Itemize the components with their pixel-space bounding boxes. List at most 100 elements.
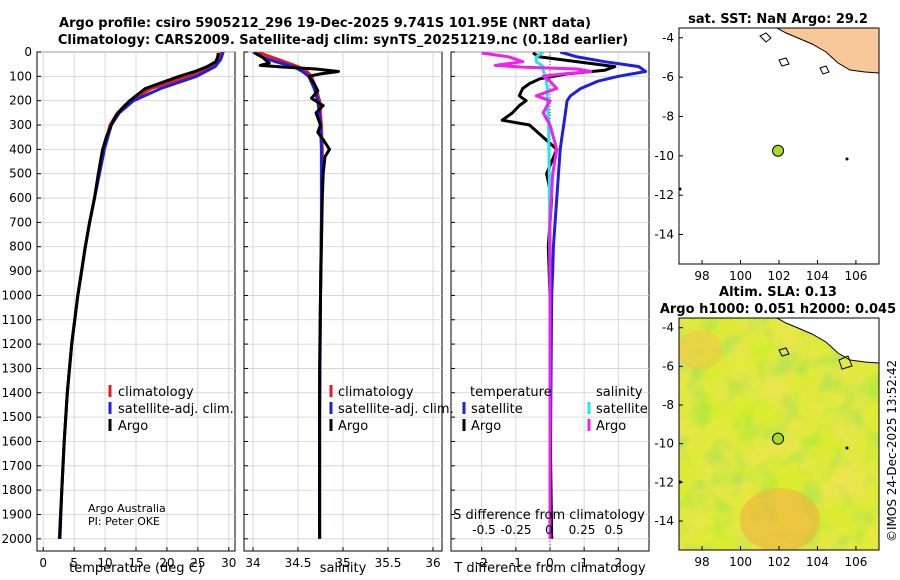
depth-tick-label: 900	[9, 264, 32, 278]
series-s-satellite	[534, 52, 552, 539]
x-tick-label: 30	[221, 556, 236, 570]
secondary-tick-label: -0.5	[472, 523, 495, 537]
land-islet	[845, 157, 849, 161]
sla-hotspot	[740, 488, 820, 550]
profile-series	[57, 52, 648, 551]
depth-tick-label: 400	[9, 142, 32, 156]
sst-map-ticks: 98 100 102 104 106 -4 -6 -8 -10 -12 -14	[654, 31, 867, 283]
depth-tick-label: 1000	[1, 288, 32, 302]
map-x-tick-label: 104	[806, 269, 829, 283]
depth-tick-label: 1900	[1, 507, 32, 521]
imos-credit: ©IMOS 24-Dec-2025 13:52:42	[885, 360, 899, 542]
x-tick-label: 35	[335, 556, 350, 570]
map-y-tick-label: -14	[654, 514, 674, 528]
map-y-tick-label: -12	[654, 188, 674, 202]
legend-title-temperature: temperature	[470, 385, 552, 400]
map-y-tick-label: -14	[654, 228, 674, 242]
secondary-tick-label: 0	[545, 523, 553, 537]
depth-tick-label: 1500	[1, 410, 32, 424]
x-tick-label: -2	[476, 556, 488, 570]
x-tick-label: 35.5	[375, 556, 402, 570]
difference-xlabel: T difference from climatology	[453, 561, 646, 576]
sst-map	[678, 27, 880, 265]
land-island	[759, 32, 772, 43]
land-island	[838, 355, 853, 370]
depth-tick-label: 800	[9, 240, 32, 254]
map-y-tick-label: -8	[662, 398, 674, 412]
x-tick-labels: 0 5 10 15 20 25 30 34 34.5 35 35.5 36 -2 -1 0 1 2	[39, 556, 622, 570]
legend-label: satellite	[596, 402, 648, 417]
salinity-profile-lines	[252, 52, 340, 539]
legend-label: satellite-adj. clim.	[118, 402, 234, 417]
map-y-tick-label: -6	[662, 359, 674, 373]
map-y-tick-label: -12	[654, 475, 674, 489]
pi-label: PI: Peter OKE	[88, 515, 160, 528]
depth-tick-label: 1700	[1, 459, 32, 473]
series-argo	[254, 52, 340, 539]
land-island	[819, 65, 830, 75]
legend-title-salinity: salinity	[596, 385, 643, 400]
argo-australia-label: Argo Australia	[88, 502, 166, 515]
map-x-tick-label: 102	[768, 269, 791, 283]
sla-map-title-line2: Argo h1000: 0.051 h2000: 0.045	[660, 302, 896, 317]
x-tick-label: 10	[97, 556, 112, 570]
difference-secondary-xlabel: S difference from climatology	[453, 508, 645, 523]
map-x-tick-label: 106	[844, 269, 867, 283]
sla-map-ticks: 98 100 102 104 106 -4 -6 -8 -10 -12 -14	[654, 321, 867, 569]
sla-hotspot	[679, 330, 722, 370]
map-y-tick-label: -10	[654, 149, 674, 163]
legend-label: Argo	[471, 419, 501, 434]
temperature-profile-lines	[57, 52, 225, 539]
temperature-legend: climatology satellite-adj. clim. Argo	[108, 385, 234, 434]
depth-tick-labels: 0 100 200 300 400 500 600 700 800 900 1000 1100 1200…	[1, 45, 32, 546]
map-x-tick-label: 100	[729, 269, 752, 283]
map-x-tick-label: 98	[694, 269, 709, 283]
depth-tick-label: 1800	[1, 483, 32, 497]
map-y-tick-label: -8	[662, 110, 674, 124]
argo-float-marker	[772, 144, 785, 157]
depth-tick-label: 300	[9, 118, 32, 132]
depth-tick-label: 1200	[1, 337, 32, 351]
secondary-tick-labels: -0.5 -0.25 0 0.25 0.5	[472, 523, 623, 537]
x-tick-label: 20	[159, 556, 174, 570]
x-tick-label: -1	[510, 556, 522, 570]
map-x-tick-label: 100	[729, 555, 752, 569]
depth-tick-label: 700	[9, 215, 32, 229]
temperature-xlabel: temperature (deg C)	[69, 561, 203, 576]
map-y-tick-label: -4	[662, 321, 674, 335]
legend-label: Argo	[596, 419, 626, 434]
series-s-argo	[481, 52, 593, 539]
difference-profile-lines	[481, 52, 648, 551]
depth-tick-label: 600	[9, 191, 32, 205]
legend-label: climatology	[118, 385, 194, 400]
land-island	[778, 347, 790, 357]
depth-tick-label: 1400	[1, 386, 32, 400]
land-sumatra	[775, 28, 879, 74]
x-tick-label: 34	[245, 556, 260, 570]
legend-label: satellite-adj. clim.	[338, 402, 454, 417]
figure-title-line1: Argo profile: csiro 5905212_296 19-Dec-2…	[59, 16, 591, 31]
x-tick-label: 36	[425, 556, 440, 570]
land-islet	[679, 187, 682, 191]
map-x-tick-label: 106	[844, 555, 867, 569]
sla-map-title-line1: Altim. SLA: 0.13	[719, 285, 837, 300]
secondary-tick-label: 0.5	[604, 523, 623, 537]
salinity-legend: climatology satellite-adj. clim. Argo	[329, 385, 454, 434]
depth-tick-label: 200	[9, 94, 32, 108]
map-x-tick-label: 98	[694, 555, 709, 569]
depth-tick-label: 2000	[1, 532, 32, 546]
depth-tick-label: 500	[9, 167, 32, 181]
difference-legend: temperature satellite Argo salinity sate…	[462, 385, 648, 434]
secondary-tick-label: 0.25	[569, 523, 596, 537]
x-tick-label: 25	[190, 556, 205, 570]
map-y-tick-label: -6	[662, 70, 674, 84]
x-tick-label: 34.5	[285, 556, 312, 570]
x-tick-label: 0	[546, 556, 554, 570]
land-islet	[845, 446, 849, 450]
map-y-tick-label: -4	[662, 31, 674, 45]
legend-label: Argo	[338, 419, 368, 434]
x-tick-label: 15	[128, 556, 143, 570]
land-island	[778, 57, 790, 67]
argo-float-marker	[772, 432, 785, 445]
